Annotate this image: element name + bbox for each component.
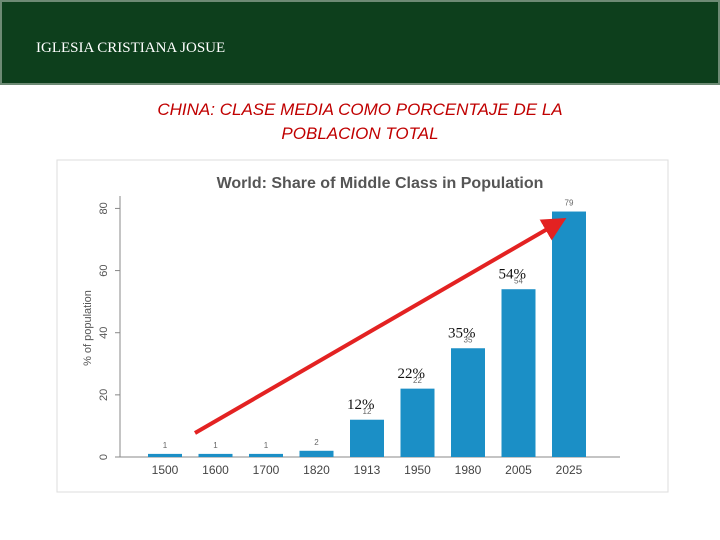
value-label: 22 bbox=[413, 376, 422, 385]
value-label: 1 bbox=[163, 441, 168, 450]
header-title: IGLESIA CRISTIANA JOSUE bbox=[36, 40, 226, 56]
x-tick-label: 1950 bbox=[404, 463, 431, 477]
annotation: 35% bbox=[448, 326, 476, 342]
bar bbox=[501, 289, 536, 457]
title-line: CHINA: CLASE MEDIA COMO PORCENTAJE DE LA bbox=[157, 100, 563, 119]
value-label: 54 bbox=[514, 276, 523, 285]
bar bbox=[198, 453, 233, 457]
x-tick-label: 1700 bbox=[253, 463, 280, 477]
x-tick-label: 1820 bbox=[303, 463, 330, 477]
y-tick-label: 60 bbox=[98, 264, 110, 276]
annotation: 22% bbox=[398, 366, 426, 382]
x-tick-label: 1980 bbox=[455, 463, 482, 477]
bar bbox=[350, 419, 384, 457]
bar bbox=[299, 450, 334, 457]
x-tick-label: 2025 bbox=[556, 463, 583, 477]
bar bbox=[148, 453, 182, 457]
x-tick-label: 1913 bbox=[354, 463, 381, 477]
header: IGLESIA CRISTIANA JOSUE bbox=[0, 0, 720, 85]
y-axis-label: % of population bbox=[82, 290, 94, 366]
bar bbox=[400, 388, 435, 457]
bar bbox=[451, 348, 485, 457]
chart-title: World: Share of Middle Class in Populati… bbox=[217, 175, 544, 192]
value-label: 2 bbox=[314, 438, 319, 447]
arrow bbox=[193, 217, 567, 435]
value-label: 1 bbox=[213, 441, 218, 450]
bar bbox=[249, 453, 283, 457]
annotation: 54% bbox=[499, 267, 527, 283]
x-tick-label: 1500 bbox=[152, 463, 179, 477]
annotation: 12% bbox=[347, 397, 375, 413]
value-label: 35 bbox=[464, 335, 473, 344]
y-tick-label: 20 bbox=[98, 389, 110, 401]
y-tick-label: 40 bbox=[98, 327, 110, 339]
x-tick-label: 1600 bbox=[202, 463, 229, 477]
value-label: 1 bbox=[264, 441, 269, 450]
value-label: 12 bbox=[363, 407, 372, 416]
slide-title: CHINA: CLASE MEDIA COMO PORCENTAJE DE LA… bbox=[60, 98, 660, 146]
y-tick-label: 80 bbox=[98, 202, 110, 214]
y-tick-label: 0 bbox=[98, 454, 110, 460]
value-label: 79 bbox=[565, 199, 574, 208]
x-tick-label: 2005 bbox=[505, 463, 532, 477]
title-line: POBLACION TOTAL bbox=[281, 124, 439, 143]
bar bbox=[552, 211, 586, 457]
